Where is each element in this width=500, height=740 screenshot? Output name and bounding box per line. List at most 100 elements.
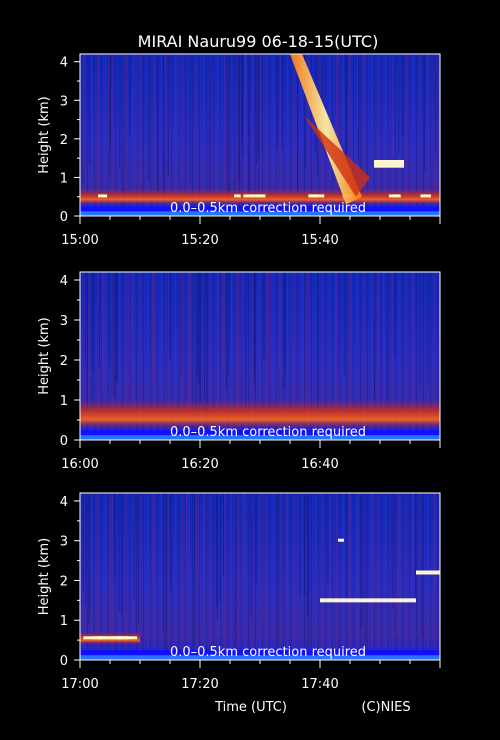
noise-streak — [198, 272, 200, 384]
ground-band — [80, 650, 440, 660]
y-tick-label: 1 — [60, 614, 68, 629]
noise-streak — [279, 272, 281, 365]
y-tick-label: 3 — [60, 535, 68, 550]
y-tick-label: 1 — [60, 171, 68, 186]
noise-streak — [180, 272, 182, 376]
y-tick-label: 3 — [60, 314, 68, 329]
noise-streak — [412, 272, 414, 434]
noise-streak — [225, 493, 227, 630]
noise-streak — [88, 493, 90, 624]
cloud-fleck — [234, 194, 241, 198]
noise-streak — [242, 54, 244, 157]
noise-streak — [257, 54, 259, 158]
noise-streak — [132, 493, 134, 621]
correction-note: 0.0–0.5km correction required — [170, 645, 366, 660]
noise-streak — [203, 272, 205, 432]
noise-streak — [259, 54, 261, 190]
noise-streak — [415, 493, 416, 602]
noise-streak — [329, 493, 331, 602]
noise-streak — [179, 272, 181, 368]
noise-streak — [115, 272, 117, 382]
noise-streak — [291, 272, 293, 398]
noise-streak — [219, 493, 221, 603]
noise-streak — [300, 493, 301, 598]
noise-streak — [427, 272, 429, 386]
noise-streak — [346, 54, 347, 211]
noise-streak — [204, 493, 206, 624]
noise-streak — [412, 493, 414, 577]
noise-streak — [133, 493, 135, 600]
y-tick-label: 2 — [60, 354, 68, 369]
feature-cloud-point — [338, 538, 344, 542]
noise-streak — [119, 54, 121, 169]
cloud-fleck — [388, 194, 401, 198]
ground-band — [80, 430, 440, 440]
noise-streak — [90, 493, 92, 636]
noise-streak — [371, 493, 373, 647]
noise-streak — [297, 54, 299, 197]
panel-2: 0 1 2 3 4 Height (km) 16:00 16:20 16:40 0.0–0.5km… — [37, 271, 441, 472]
noise-streak — [165, 493, 167, 659]
x-tick-label: 15:00 — [61, 233, 98, 248]
noise-streak — [85, 493, 87, 604]
noise-streak — [394, 272, 396, 357]
noise-streak — [189, 54, 191, 184]
noise-streak — [111, 272, 112, 385]
noise-streak — [406, 54, 408, 170]
noise-streak — [109, 272, 111, 369]
noise-streak — [108, 54, 110, 155]
noise-streak — [186, 493, 188, 605]
noise-streak — [131, 272, 133, 416]
noise-streak — [187, 272, 189, 407]
noise-streak — [118, 493, 120, 612]
y-tick-label: 0 — [60, 654, 68, 669]
noise-streak — [206, 272, 208, 439]
correction-note: 0.0–0.5km correction required — [170, 425, 366, 440]
noise-streak — [116, 272, 118, 383]
noise-streak — [256, 54, 258, 145]
noise-streak — [177, 54, 179, 205]
noise-streak — [83, 54, 84, 172]
noise-streak — [121, 493, 123, 614]
y-tick-label: 1 — [60, 394, 68, 409]
noise-streak — [307, 493, 308, 614]
panel-3: 0 1 2 3 4 Height (km) 17:00 17:20 17:40 0.0–0.5km… — [37, 492, 441, 692]
noise-streak — [361, 493, 363, 628]
noise-streak — [219, 493, 221, 635]
noise-streak — [261, 493, 263, 626]
ground-band-core — [80, 655, 440, 660]
noise-streak — [98, 272, 100, 370]
noise-streak — [243, 493, 245, 583]
y-axis-label: Height (km) — [37, 96, 52, 173]
y-tick-label: 0 — [60, 210, 68, 225]
noise-streak — [297, 493, 299, 657]
noise-streak — [135, 54, 137, 192]
noise-streak — [357, 493, 359, 652]
noise-streak — [88, 54, 90, 164]
noise-streak — [421, 493, 423, 637]
noise-streak — [161, 493, 162, 635]
noise-streak — [235, 272, 237, 437]
noise-streak — [98, 54, 99, 214]
noise-streak — [200, 272, 202, 403]
noise-streak — [349, 54, 351, 180]
x-tick-label: 17:20 — [181, 677, 218, 692]
y-tick-label: 2 — [60, 133, 68, 148]
noise-streak — [87, 272, 89, 400]
noise-streak — [152, 272, 153, 383]
noise-streak — [229, 54, 231, 192]
x-tick-label: 16:20 — [181, 457, 218, 472]
noise-streak — [383, 272, 384, 428]
noise-streak — [308, 493, 310, 647]
noise-streak — [217, 272, 219, 424]
cloud-fleck — [316, 194, 325, 198]
noise-streak — [157, 54, 159, 191]
cloud-fleck — [89, 636, 103, 640]
y-tick-label: 0 — [60, 434, 68, 449]
noise-streak — [216, 493, 218, 607]
noise-streak — [109, 54, 111, 151]
noise-streak — [436, 54, 438, 203]
x-tick-label: 16:40 — [301, 457, 338, 472]
noise-streak — [419, 272, 421, 386]
noise-streak — [423, 54, 425, 171]
